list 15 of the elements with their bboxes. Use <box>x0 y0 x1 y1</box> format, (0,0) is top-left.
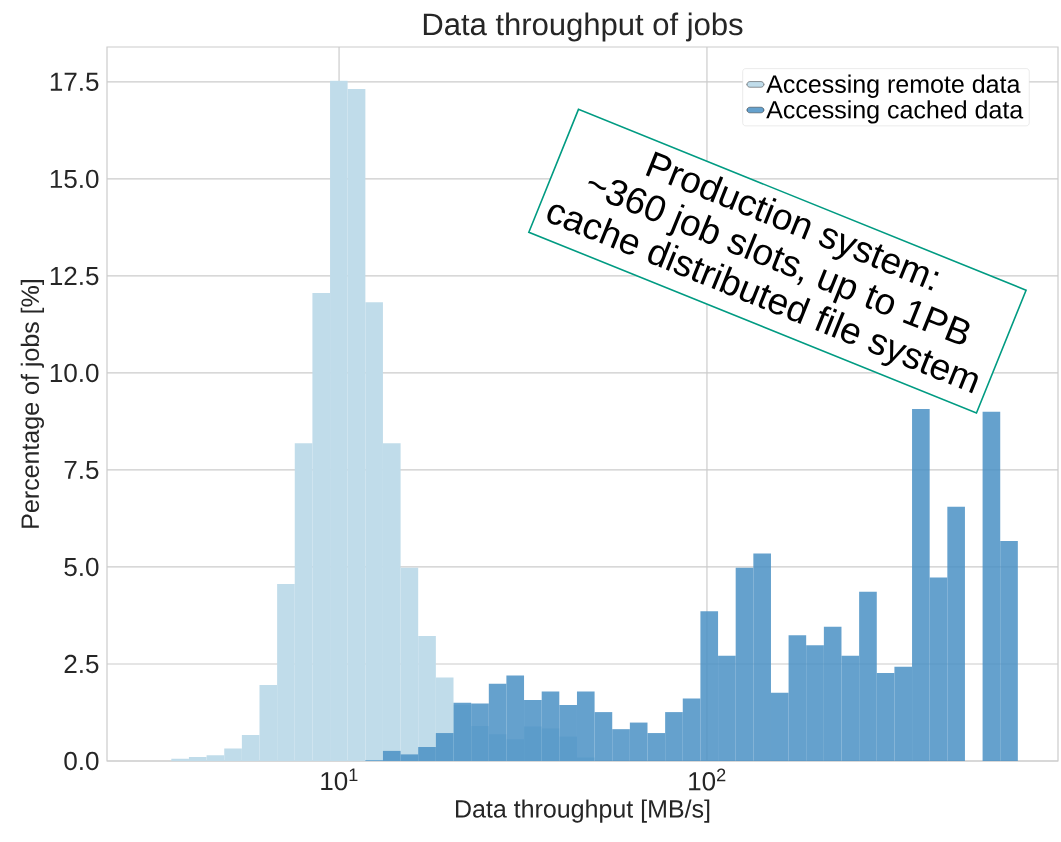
x-axis-title: Data throughput [MB/s] <box>456 799 710 823</box>
chart-title: Data throughput of jobs <box>423 12 743 42</box>
x-tick-label: 10$^{1}$ <box>321 768 358 791</box>
y-axis-title: Percentage of jobs [%] <box>20 280 45 528</box>
y-tick-label: 10.0 <box>50 363 99 383</box>
legend-label: Accessing remote data <box>766 74 1021 98</box>
x-tick-label: 10$^{2}$ <box>689 768 726 791</box>
y-tick-label: 17.5 <box>50 72 99 91</box>
legend-label: Accessing cached data <box>766 100 1024 124</box>
y-tick-label: 2.5 <box>64 654 99 674</box>
y-tick-label: 12.5 <box>50 266 99 286</box>
y-tick-label: 7.5 <box>64 460 99 480</box>
y-tick-label: 5.0 <box>64 557 99 577</box>
y-tick-label: 15.0 <box>50 169 99 189</box>
y-tick-label: 0.0 <box>64 751 99 771</box>
